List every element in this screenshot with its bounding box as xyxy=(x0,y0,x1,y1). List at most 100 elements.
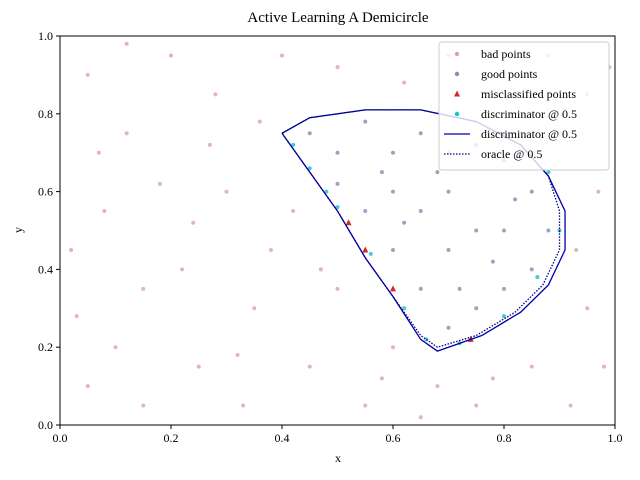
point xyxy=(191,220,196,225)
point xyxy=(391,247,395,252)
point xyxy=(529,267,534,272)
point xyxy=(207,142,212,147)
point xyxy=(85,384,90,389)
legend-box xyxy=(438,41,610,171)
legend-swatch xyxy=(454,90,460,97)
point xyxy=(418,131,423,136)
point xyxy=(368,251,373,256)
point xyxy=(335,150,340,155)
legend-label: misclassified points xyxy=(481,87,576,101)
point xyxy=(291,209,296,214)
point xyxy=(596,189,601,194)
y-tick-label: 0.8 xyxy=(38,107,53,121)
x-tick-label: 1.0 xyxy=(608,431,623,445)
point xyxy=(568,403,573,408)
point xyxy=(307,166,312,171)
point xyxy=(213,92,218,97)
point xyxy=(96,150,101,155)
point xyxy=(113,345,118,350)
point xyxy=(169,53,173,58)
point xyxy=(307,364,312,369)
point xyxy=(391,345,395,350)
legend-label: good points xyxy=(481,67,538,81)
point xyxy=(318,267,323,272)
point xyxy=(157,181,162,186)
point xyxy=(324,189,329,194)
point xyxy=(418,286,423,291)
point xyxy=(69,247,74,252)
y-tick-label: 0.0 xyxy=(38,418,53,432)
y-tick-label: 1.0 xyxy=(38,29,53,43)
point xyxy=(363,403,368,408)
point xyxy=(363,119,368,124)
point xyxy=(141,286,146,291)
point xyxy=(379,376,384,381)
point xyxy=(474,306,479,311)
point xyxy=(335,205,340,210)
x-tick-label: 0.6 xyxy=(386,431,401,445)
y-axis-label: y xyxy=(11,227,25,233)
point xyxy=(446,325,451,330)
point xyxy=(513,197,518,202)
point xyxy=(546,228,551,233)
point xyxy=(291,142,296,147)
x-tick-label: 0.0 xyxy=(53,431,68,445)
point xyxy=(574,247,579,252)
y-tick-label: 0.2 xyxy=(38,340,53,354)
point xyxy=(418,415,423,420)
point xyxy=(391,150,395,155)
legend-swatch xyxy=(454,71,460,77)
point xyxy=(446,247,451,252)
plot-frame xyxy=(59,35,616,426)
point xyxy=(529,189,534,194)
point xyxy=(502,286,506,291)
point xyxy=(390,285,396,292)
chart-title: Active Learning A Demicircle xyxy=(247,10,429,26)
point xyxy=(601,364,606,369)
point xyxy=(435,170,440,175)
legend-swatch xyxy=(454,111,460,117)
point xyxy=(224,189,229,194)
point xyxy=(74,314,79,319)
point xyxy=(490,376,495,381)
point xyxy=(85,72,90,77)
point xyxy=(235,352,240,357)
point xyxy=(307,131,312,136)
point xyxy=(402,220,407,225)
point xyxy=(280,53,284,58)
x-axis-label: x xyxy=(335,451,341,465)
point xyxy=(474,403,479,408)
point xyxy=(345,219,352,226)
point xyxy=(335,181,340,186)
point xyxy=(446,189,451,194)
point xyxy=(402,306,407,311)
point xyxy=(252,306,257,311)
boundary-line xyxy=(281,109,561,348)
point xyxy=(435,384,440,389)
point xyxy=(529,364,534,369)
legend-label: oracle @ 0.5 xyxy=(481,147,542,161)
point xyxy=(335,286,340,291)
point xyxy=(335,65,340,70)
point xyxy=(180,267,185,272)
boundary-line xyxy=(281,109,566,352)
point xyxy=(418,209,423,214)
point xyxy=(490,259,495,264)
point xyxy=(502,228,506,233)
y-tick-label: 0.4 xyxy=(38,262,53,276)
point xyxy=(241,403,246,408)
point xyxy=(196,364,201,369)
legend-label: discriminator @ 0.5 xyxy=(481,127,577,141)
point xyxy=(362,246,369,253)
point xyxy=(474,228,479,233)
point xyxy=(585,306,590,311)
point xyxy=(391,189,395,194)
point xyxy=(502,314,506,319)
point xyxy=(268,247,273,252)
x-tick-label: 0.2 xyxy=(164,431,179,445)
point xyxy=(363,209,368,214)
x-tick-label: 0.4 xyxy=(275,431,290,445)
point xyxy=(535,275,540,280)
y-tick-label: 0.6 xyxy=(38,185,53,199)
